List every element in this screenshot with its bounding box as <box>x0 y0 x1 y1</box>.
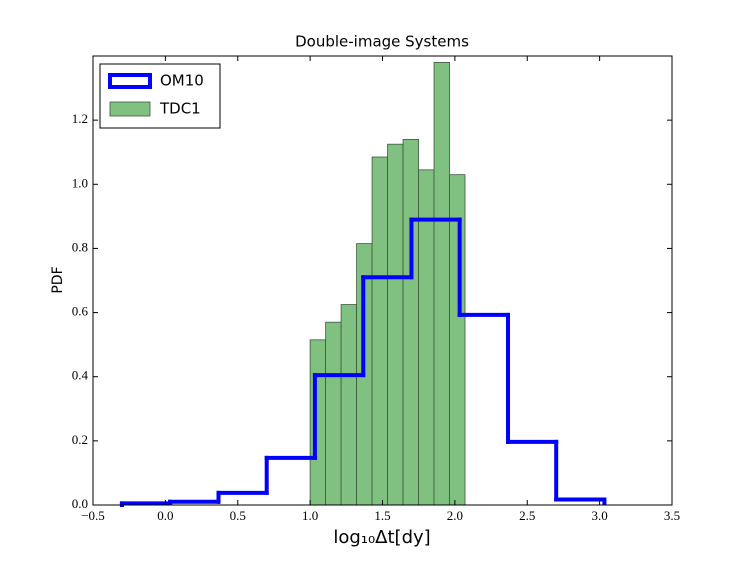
hist-bar <box>371 156 388 506</box>
y-tick-label: 0.6 <box>72 304 89 319</box>
x-axis-label: log₁₀Δt[dy] <box>333 527 430 548</box>
y-tick-label: 1.2 <box>72 111 88 126</box>
legend-swatch <box>109 101 151 117</box>
y-tick-label: 0.0 <box>72 496 88 511</box>
hist-bar <box>402 138 419 506</box>
x-tick-label: −0.5 <box>81 508 105 523</box>
chart-title: Double-image Systems <box>295 33 469 51</box>
x-tick-label: 2.5 <box>519 508 535 523</box>
x-tick-label: 0.5 <box>230 508 246 523</box>
hist-bar <box>433 62 450 506</box>
x-tick-label: 1.0 <box>302 508 318 523</box>
legend-label: OM10 <box>160 72 204 90</box>
y-axis-label: PDF <box>50 266 66 293</box>
hist-bar <box>449 174 466 506</box>
x-tick-label: 3.5 <box>664 508 680 523</box>
y-tick-label: 0.8 <box>72 239 88 254</box>
hist-bar <box>340 304 357 506</box>
hist-bar <box>325 321 342 506</box>
y-tick-label: 1.0 <box>72 175 88 190</box>
x-tick-label: 3.0 <box>592 508 608 523</box>
legend-label: TDC1 <box>159 100 201 118</box>
hist-bar <box>309 339 327 506</box>
legend-swatch <box>108 73 152 89</box>
x-tick-label: 0.0 <box>157 508 173 523</box>
y-tick-label: 0.4 <box>72 368 89 383</box>
x-tick-label: 2.0 <box>447 508 463 523</box>
x-tick-label: 1.5 <box>374 508 390 523</box>
hist-bar <box>387 143 404 506</box>
y-tick-label: 0.2 <box>72 432 88 447</box>
